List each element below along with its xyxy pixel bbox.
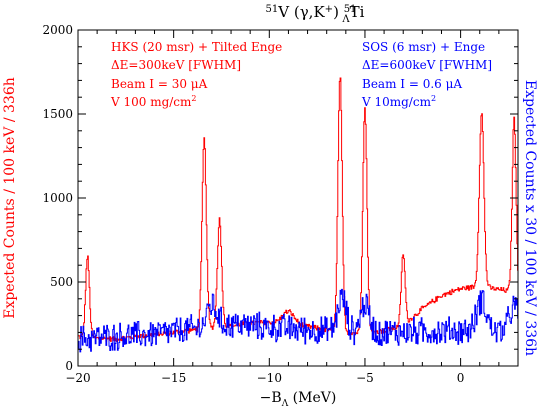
y-axis-label-right: Expected Counts x 30 / 100 keV / 336h (522, 80, 538, 356)
sos-line3: Beam I = 0.6 μA (362, 77, 462, 91)
y-tick-label: 1000 (42, 191, 73, 205)
hks-annotation: HKS (20 msr) + Tilted Enge ΔE=300keV [FW… (110, 40, 282, 109)
title-mid: ) (333, 3, 344, 21)
x-tick-label: −20 (65, 371, 90, 385)
y-axis-label-left: Expected Counts / 100 keV / 336h (2, 77, 18, 319)
title-main: V (γ,K (277, 3, 325, 21)
y-tick-label: 1500 (42, 107, 73, 121)
hks-line2: ΔE=300keV [FWHM] (111, 58, 241, 72)
title-sub: Λ (341, 14, 350, 25)
sos-line1: SOS (6 msr) + Enge (362, 40, 485, 54)
hks-line4-sup: 2 (191, 94, 196, 103)
sos-line2: ΔE=600keV [FWHM] (362, 58, 492, 72)
hks-series-line (78, 77, 519, 342)
x-tick-label: −5 (356, 371, 374, 385)
hks-line4: V 100 mg/cm2 (110, 94, 197, 109)
sos-annotation: SOS (6 msr) + Enge ΔE=600keV [FWHM] Beam… (361, 40, 492, 109)
x-tick-label: 0 (457, 371, 465, 385)
plot-ticks: −20 −15 −10 −5 0 0 500 1000 1500 2000 (42, 23, 519, 385)
x-axis-label: −BΛ (MeV) (260, 390, 337, 406)
plot-series (77, 77, 519, 353)
y-tick-label: 500 (50, 275, 73, 289)
x-tick-label: −10 (257, 371, 282, 385)
title-end: Ti (350, 3, 365, 21)
sos-series-line (77, 288, 519, 353)
y-tick-label: 0 (65, 359, 73, 373)
sos-line4-text: V 10mg/cm (361, 95, 432, 109)
hks-line3: Beam I = 30 μA (111, 77, 208, 91)
title-sup-b: + (325, 4, 333, 15)
chart-title: 51V (γ,K+) 51 ΛTi (266, 3, 365, 25)
title-sup-c: 51 (344, 4, 357, 15)
title-sup-a: 51 (266, 4, 279, 15)
hks-line1: HKS (20 msr) + Tilted Enge (111, 40, 282, 54)
x-label-main: −B (260, 390, 282, 406)
sos-line4: V 10mg/cm2 (361, 94, 436, 109)
x-label-unit: (MeV) (288, 390, 336, 406)
y-tick-label: 2000 (42, 23, 73, 37)
hks-line4-text: V 100 mg/cm (110, 95, 192, 109)
sos-line4-sup: 2 (431, 94, 436, 103)
x-tick-label: −15 (161, 371, 186, 385)
x-label-sub: Λ (281, 399, 289, 406)
